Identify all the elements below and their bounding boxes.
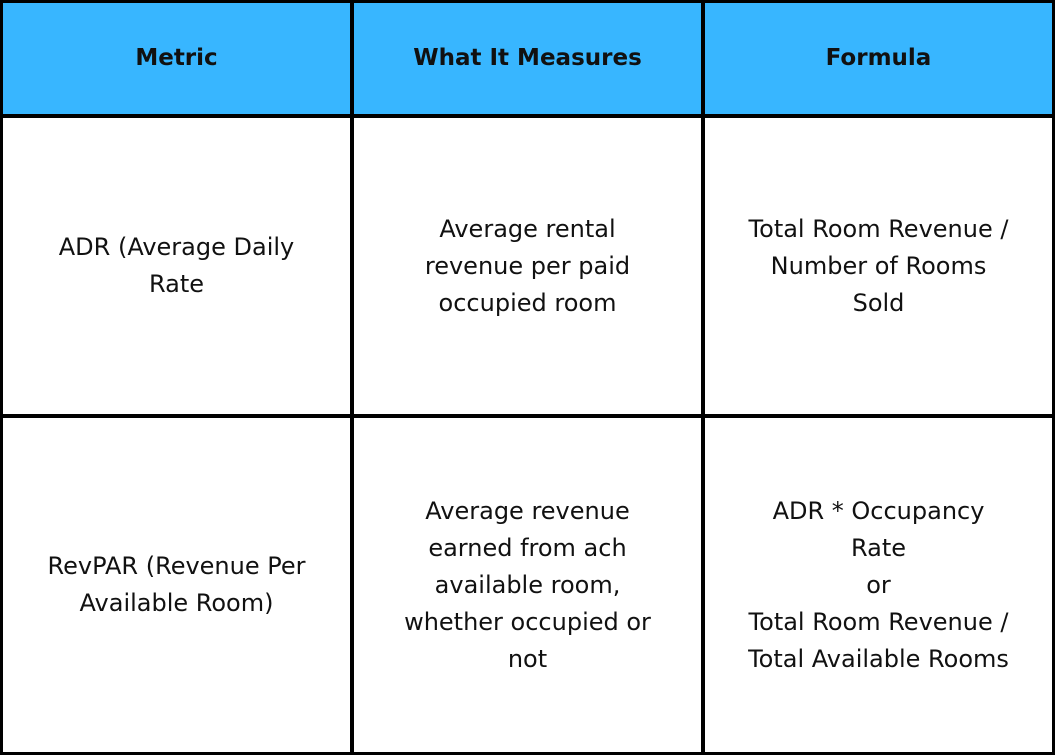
cell-text: Number of Rooms bbox=[770, 251, 987, 280]
cell-text: available room, bbox=[434, 570, 621, 599]
table-cell: Total Room Revenue / Number of Rooms Sold bbox=[705, 118, 1052, 414]
table-cell: Average revenue earned from ach available … bbox=[354, 418, 701, 752]
header-cell: What It Measures bbox=[354, 3, 701, 114]
table-cell: Average rental revenue per paid occupied r… bbox=[354, 118, 701, 414]
header-cell: Metric bbox=[3, 3, 350, 114]
cell-text: Average rental bbox=[439, 214, 616, 243]
cell-text: Total Room Revenue / bbox=[748, 214, 1009, 243]
cell-text: Available Room) bbox=[79, 589, 274, 617]
cell-text: earned from ach bbox=[428, 533, 627, 562]
header-text: What It Measures bbox=[413, 45, 642, 71]
cell-text: Total Available Rooms bbox=[748, 644, 1009, 673]
cell-text: Rate bbox=[148, 270, 205, 298]
cell-text: or bbox=[866, 570, 891, 599]
cell-text: whether occupied or bbox=[404, 607, 651, 636]
header-text: Formula bbox=[825, 45, 932, 71]
cell-text: not bbox=[507, 644, 548, 673]
cell-text: ADR (Average Daily bbox=[58, 233, 295, 261]
cell-text: Total Room Revenue / bbox=[748, 607, 1009, 636]
table-cell: RevPAR (Revenue Per Available Room) bbox=[3, 418, 350, 752]
cell-text: RevPAR (Revenue Per bbox=[47, 552, 306, 580]
cell-text: revenue per paid bbox=[424, 251, 631, 280]
cell-text: Rate bbox=[850, 533, 907, 562]
cell-text: occupied room bbox=[438, 288, 617, 317]
cell-text: Sold bbox=[852, 288, 905, 317]
header-text: Metric bbox=[135, 45, 218, 71]
table-cell: ADR * Occupancy Rate or Total Room Revenue … bbox=[705, 418, 1052, 752]
header-cell: Formula bbox=[705, 3, 1052, 114]
table-cell: ADR (Average Daily Rate bbox=[3, 118, 350, 414]
cell-text: ADR * Occupancy bbox=[772, 496, 985, 525]
cell-text: Average revenue bbox=[425, 496, 630, 525]
